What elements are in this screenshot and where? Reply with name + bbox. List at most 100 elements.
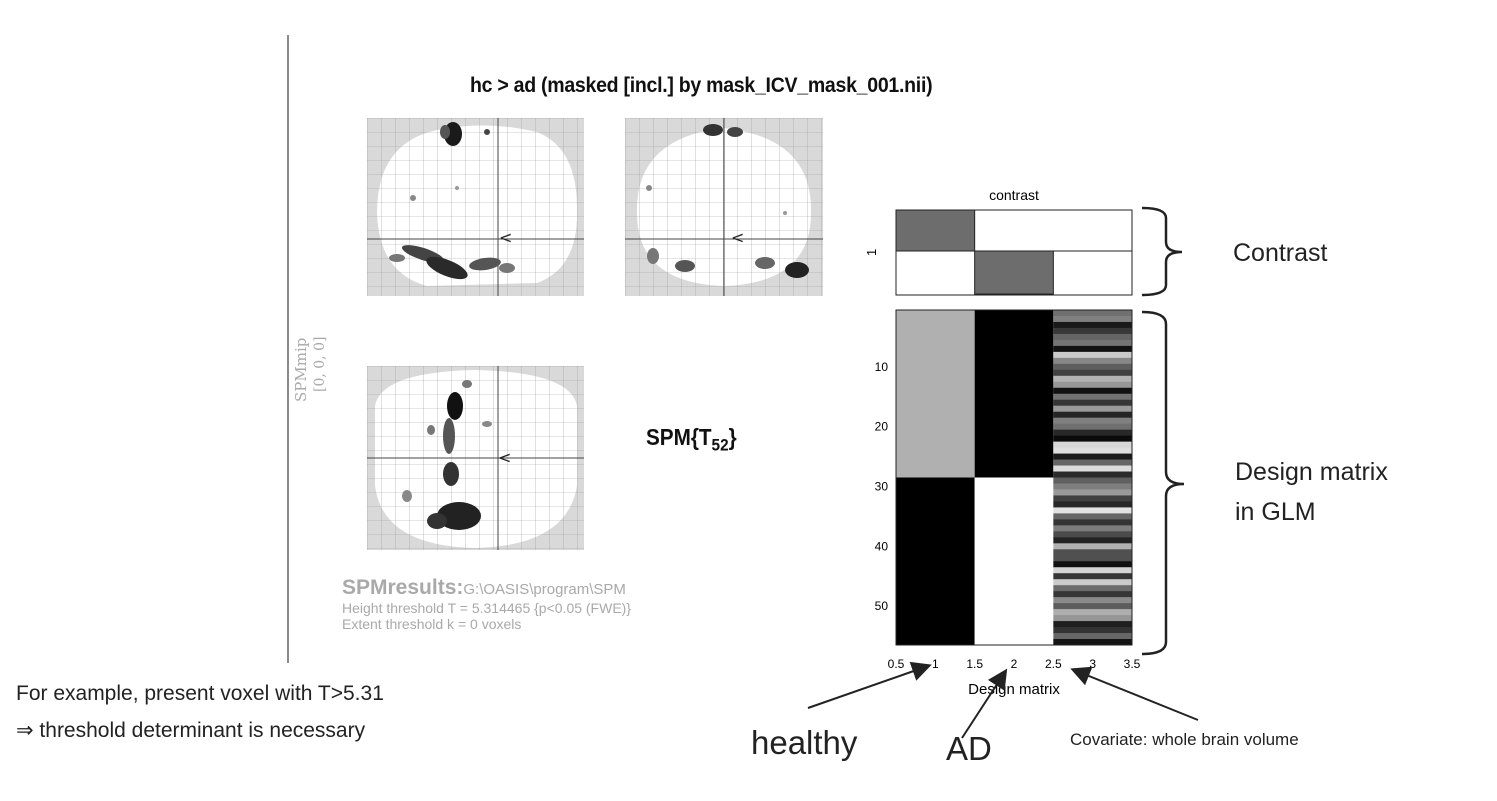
covariate-stripe — [1053, 573, 1132, 580]
spmmip-text: SPMmip — [292, 338, 310, 402]
results-title: SPMresults: — [342, 576, 464, 599]
svg-text:<: < — [499, 228, 512, 247]
design-annotation-line1: Design matrix — [1235, 458, 1388, 486]
spmmip-label: SPMmip [0, 0, 0] — [292, 337, 328, 402]
design-matrix-block — [896, 477, 975, 645]
contrast-brace — [1141, 206, 1183, 297]
covariate-stripe — [1053, 633, 1132, 640]
design-matrix-xtick: 1 — [932, 657, 939, 671]
covariate-stripe — [1053, 615, 1132, 622]
design-matrix-xtick: 0.5 — [888, 657, 905, 671]
design-matrix-block — [974, 477, 1054, 645]
covariate-stripe — [1053, 345, 1132, 353]
ad-label: AD — [946, 730, 992, 767]
contrast-title: contrast — [989, 187, 1039, 203]
covariate-stripe — [1053, 327, 1132, 335]
glass-brain-axial: < — [367, 366, 584, 550]
covariate-stripe — [1053, 501, 1132, 508]
covariate-stripe — [1053, 579, 1132, 586]
design-matrix-xtick: 1.5 — [966, 657, 983, 671]
ad-arrow — [961, 668, 1008, 739]
covariate-arrow — [1070, 666, 1199, 721]
covariate-stripe — [1053, 405, 1132, 413]
design-matrix-xtick: 3.5 — [1124, 657, 1141, 671]
healthy-label: healthy — [751, 724, 858, 761]
covariate-stripe — [1053, 489, 1132, 496]
covariate-stripe — [1053, 561, 1132, 568]
covariate-stripe — [1053, 357, 1132, 365]
covariate-stripe — [1053, 507, 1132, 514]
spm-stat-end: } — [728, 424, 737, 450]
covariate-stripe — [1053, 339, 1132, 347]
design-brace — [1141, 310, 1185, 656]
design-matrix-block — [896, 310, 975, 478]
design-matrix-ytick: 50 — [875, 599, 889, 613]
design-matrix-ytick: 30 — [875, 479, 889, 493]
covariate-stripe — [1053, 333, 1132, 341]
covariate-stripe — [1053, 483, 1132, 490]
covariate-stripe — [1053, 399, 1132, 407]
design-matrix-block — [974, 310, 1054, 478]
contrast-ytick: 1 — [864, 249, 879, 256]
covariate-stripe — [1053, 363, 1132, 371]
spm-statistic-label: SPM{T52} — [646, 424, 737, 456]
covariate-stripe — [1053, 477, 1132, 484]
design-matrix-ytick: 40 — [875, 539, 889, 553]
covariate-stripe — [1053, 411, 1132, 419]
contrast-bar — [895, 209, 976, 252]
covariate-stripe — [1053, 375, 1132, 383]
spm-results-block: SPMresults:G:\OASIS\program\SPM Height t… — [342, 576, 631, 632]
note-line1: For example, present voxel with T>5.31 — [16, 682, 384, 705]
vertical-divider — [287, 35, 289, 663]
covariate-stripe — [1053, 639, 1132, 646]
design-matrix-axes — [895, 309, 1133, 646]
covariate-stripe — [1053, 315, 1132, 323]
covariate-stripe — [1053, 369, 1132, 377]
covariate-stripe — [1053, 603, 1132, 610]
height-threshold: Height threshold T = 5.314465 {p<0.05 (F… — [342, 600, 632, 616]
covariate-stripe — [1053, 310, 1132, 317]
covariate-label: Covariate: whole brain volume — [1070, 730, 1299, 749]
covariate-stripe — [1053, 453, 1132, 461]
results-path: G:\OASIS\program\SPM — [463, 581, 626, 598]
design-matrix-xtick: 2.5 — [1045, 657, 1062, 671]
covariate-stripe — [1053, 621, 1132, 628]
spmmip-coords: [0, 0, 0] — [312, 337, 328, 392]
note-line2: ⇒ threshold determinant is necessary — [16, 719, 366, 742]
covariate-stripe — [1053, 429, 1132, 437]
covariate-stripe — [1053, 591, 1132, 598]
covariate-stripe — [1053, 597, 1132, 604]
covariate-stripe — [1053, 495, 1132, 502]
design-matrix-ytick: 10 — [875, 360, 889, 374]
covariate-stripe — [1053, 393, 1132, 401]
design-matrix-xtick: 2 — [1011, 657, 1018, 671]
extent-threshold: Extent threshold k = 0 voxels — [342, 616, 522, 632]
covariate-stripe — [1053, 555, 1132, 562]
covariate-stripe — [1053, 543, 1132, 550]
figure-title: hc > ad (masked [incl.] by mask_ICV_mask… — [470, 74, 933, 97]
covariate-stripe — [1053, 531, 1132, 538]
design-matrix-ytick: 20 — [875, 420, 889, 434]
covariate-stripe — [1053, 627, 1132, 634]
covariate-stripe — [1053, 447, 1132, 455]
covariate-stripe — [1053, 609, 1132, 616]
covariate-stripe — [1053, 381, 1132, 389]
covariate-stripe — [1053, 537, 1132, 544]
design-matrix-xtick: 3 — [1089, 657, 1096, 671]
design-annotation-line2: in GLM — [1235, 498, 1316, 526]
svg-text:<: < — [498, 448, 511, 467]
covariate-stripe — [1053, 525, 1132, 532]
covariate-stripe — [1053, 423, 1132, 431]
covariate-stripe — [1053, 567, 1132, 574]
covariate-stripe — [1053, 387, 1132, 395]
glass-brain-sagittal: < — [367, 118, 584, 296]
covariate-stripe — [1053, 471, 1132, 478]
covariate-stripe — [1053, 549, 1132, 556]
spm-stat-dof: 52 — [711, 435, 729, 455]
covariate-stripe — [1053, 519, 1132, 526]
svg-text:<: < — [731, 228, 744, 247]
covariate-stripe — [1053, 513, 1132, 520]
covariate-stripe — [1053, 441, 1132, 449]
